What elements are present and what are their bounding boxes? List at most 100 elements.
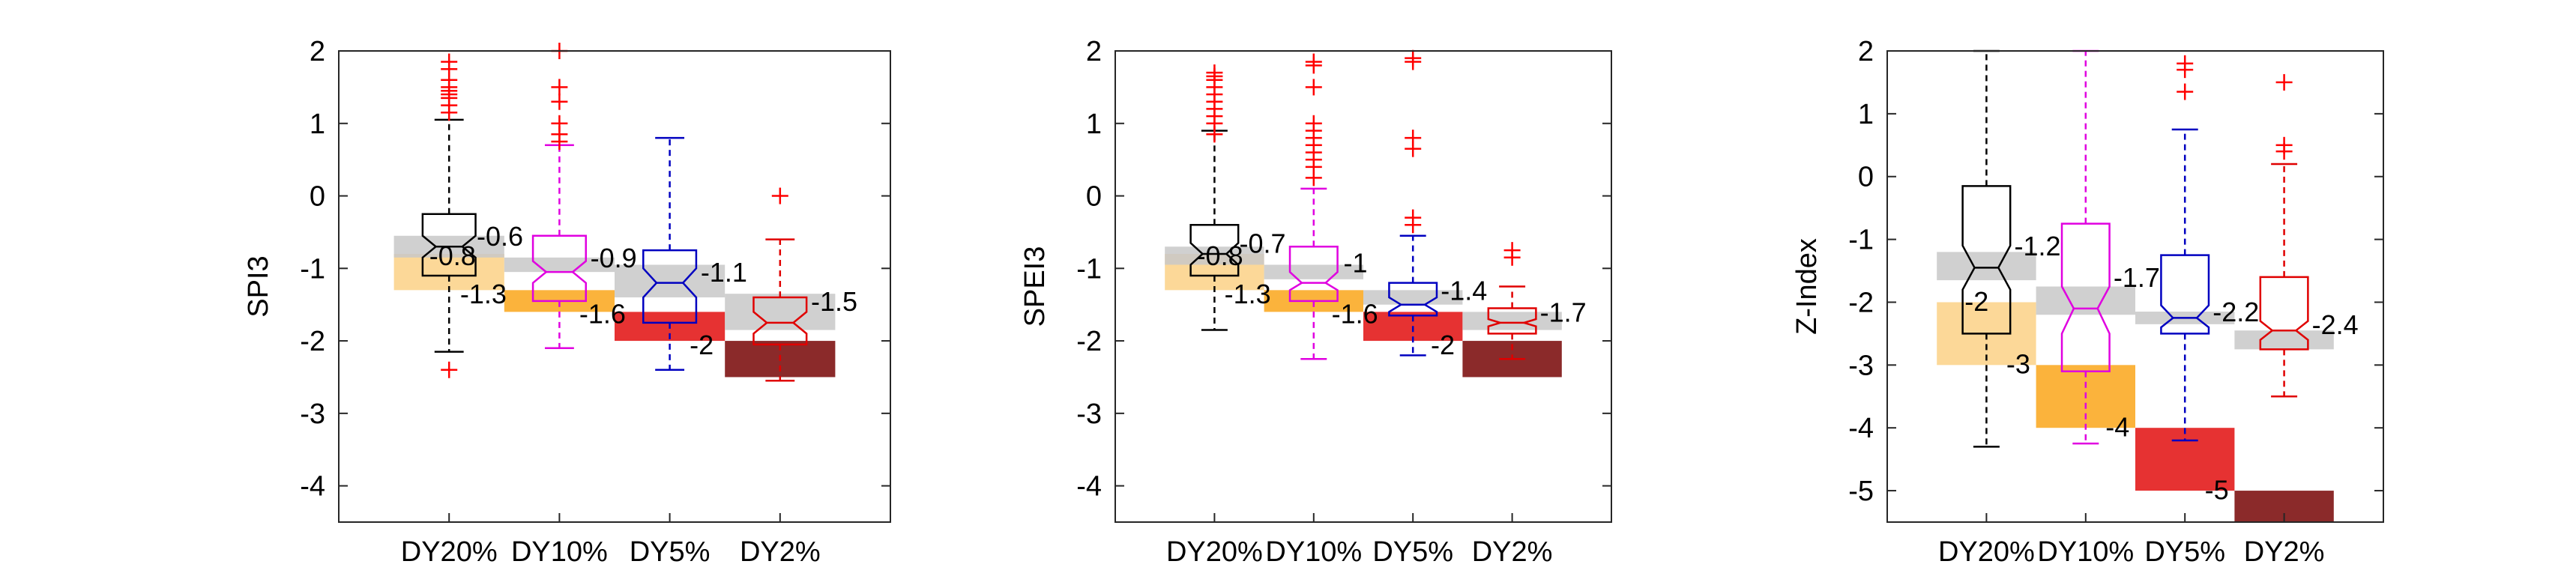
value-label: -5: [2205, 474, 2229, 505]
box-body: [1487, 307, 1537, 335]
outlier-point: [2177, 61, 2194, 79]
y-axis-label: SPEI3: [1019, 246, 1051, 327]
y-tick-label: -4: [1076, 471, 1102, 503]
mean-band-DY20%: [1937, 252, 2036, 281]
box-body: [1189, 223, 1240, 277]
box-body: [1288, 246, 1339, 303]
outlier-point: [1405, 216, 1422, 234]
y-tick-label: 1: [310, 109, 325, 140]
x-tick-label: DY5%: [2144, 536, 2225, 568]
value-label: -1.2: [2014, 231, 2060, 261]
x-tick-label: DY2%: [1472, 536, 1553, 568]
threshold-band-DY5%: [2135, 428, 2235, 491]
panels: -0.8-0.6-1.3-0.9-1.6-1.1-2-1.5-4-3-2-101…: [243, 36, 2384, 568]
y-tick-label: -2: [1076, 326, 1102, 357]
value-label: -1: [1344, 248, 1368, 279]
y-tick-label: -3: [1848, 350, 1874, 381]
y-tick-label: 0: [1858, 162, 1874, 193]
box-DY10%: [531, 43, 587, 350]
axes-frame: [1114, 50, 1612, 523]
value-label: -0.7: [1240, 228, 1286, 258]
x-tick-label: DY5%: [630, 536, 711, 568]
outlier-point: [551, 93, 568, 110]
value-label: -2.2: [2212, 297, 2259, 327]
mean-band-DY10%: [2036, 286, 2135, 315]
value-label: -1.6: [579, 298, 626, 329]
value-label: -1.3: [460, 279, 507, 309]
box-body: [531, 234, 587, 303]
outlier-point: [2275, 143, 2293, 160]
box-DY2%: [1487, 242, 1537, 360]
y-axis-label: SPI3: [243, 255, 274, 317]
box-body: [642, 249, 698, 324]
box-body: [1961, 185, 2012, 335]
axes-frame: [338, 50, 891, 523]
box-DY20%: [421, 53, 477, 378]
box-body: [2060, 222, 2111, 372]
box-DY5%: [1388, 49, 1438, 357]
outlier-point: [1503, 249, 1521, 266]
y-tick-label: -5: [1848, 476, 1874, 507]
y-tick-label: -2: [1848, 287, 1874, 318]
x-tick-label: DY20%: [1938, 536, 2035, 568]
value-label: -1.7: [1540, 297, 1587, 327]
value-label: -1.3: [1225, 279, 1271, 309]
box-body: [752, 296, 808, 346]
x-tick-label: DY10%: [2037, 536, 2134, 568]
value-label: -2: [1431, 330, 1455, 360]
panel-2: -0.8-0.7 -1.3 -1 -1.6 -1.4 -2 -1.7 -4 -3 -2 -1 0 1 2 D…: [1019, 36, 1612, 568]
mean-band-DY2%: [2234, 330, 2334, 350]
value-label: -1.6: [1332, 298, 1378, 329]
outlier-point: [441, 361, 458, 378]
outlier-point: [1305, 169, 1322, 187]
box-DY20%: [1189, 64, 1240, 331]
threshold-band-DY20%: [393, 253, 504, 291]
box-body: [2259, 276, 2309, 351]
value-label: -0.8: [429, 240, 476, 271]
box-body: [2160, 254, 2210, 335]
box-body: [421, 213, 477, 277]
box-DY2%: [752, 187, 808, 382]
mean-band-DY20%: [1165, 246, 1264, 265]
outlier-point: [1405, 53, 1422, 70]
box-DY2%: [2259, 73, 2309, 398]
outlier-point: [2177, 83, 2194, 100]
box-DY5%: [2160, 55, 2210, 442]
outlier-point: [771, 187, 788, 204]
value-label: -0.6: [477, 221, 523, 252]
value-label: -1.5: [811, 286, 857, 317]
mean-band-DY5%: [1363, 290, 1463, 305]
outlier-point: [1405, 140, 1422, 157]
mean-band-DY10%: [1264, 264, 1363, 279]
x-tick-label: DY5%: [1372, 536, 1453, 568]
panel-1: -0.8-0.6 -1.3 -0.9 -1.6 -1.1 -2 -1.5 -4 -3 -2 -1 0 1…: [243, 36, 891, 568]
outlier-point: [1206, 126, 1223, 143]
x-tick-label: DY10%: [1265, 536, 1362, 568]
panel-3: -2 -1.2 -3 -1.7 -4 -2.2 -5 -2.4 -5 -4 -3 -2 -1 0 1 2 DY2…: [1791, 36, 2384, 568]
x-tick-label: DY20%: [401, 536, 498, 568]
outlier-point: [551, 133, 568, 150]
x-tick-label: DY2%: [740, 536, 821, 568]
y-tick-label: -4: [1848, 413, 1874, 444]
x-tick-label: DY20%: [1166, 536, 1263, 568]
outlier-point: [2275, 73, 2293, 91]
y-tick-label: 1: [1086, 109, 1102, 140]
box-DY10%: [1288, 53, 1339, 360]
mean-band-DY5%: [615, 264, 726, 298]
value-label: -0.9: [591, 243, 637, 273]
outlier-point: [1305, 57, 1322, 74]
x-tick-label: DY10%: [511, 536, 608, 568]
y-axis-label: Z-Index: [1791, 238, 1823, 335]
y-tick-label: 2: [1858, 36, 1874, 67]
outlier-point: [551, 79, 568, 96]
outlier-point: [1305, 79, 1322, 96]
value-label: -2: [690, 330, 714, 360]
y-tick-label: -3: [1076, 398, 1102, 430]
y-tick-label: -2: [300, 326, 325, 357]
y-tick-label: -4: [300, 471, 325, 503]
y-tick-label: 2: [1086, 36, 1102, 67]
y-tick-label: -3: [300, 398, 325, 430]
value-label: -3: [2006, 349, 2030, 380]
y-tick-label: 0: [1086, 181, 1102, 213]
